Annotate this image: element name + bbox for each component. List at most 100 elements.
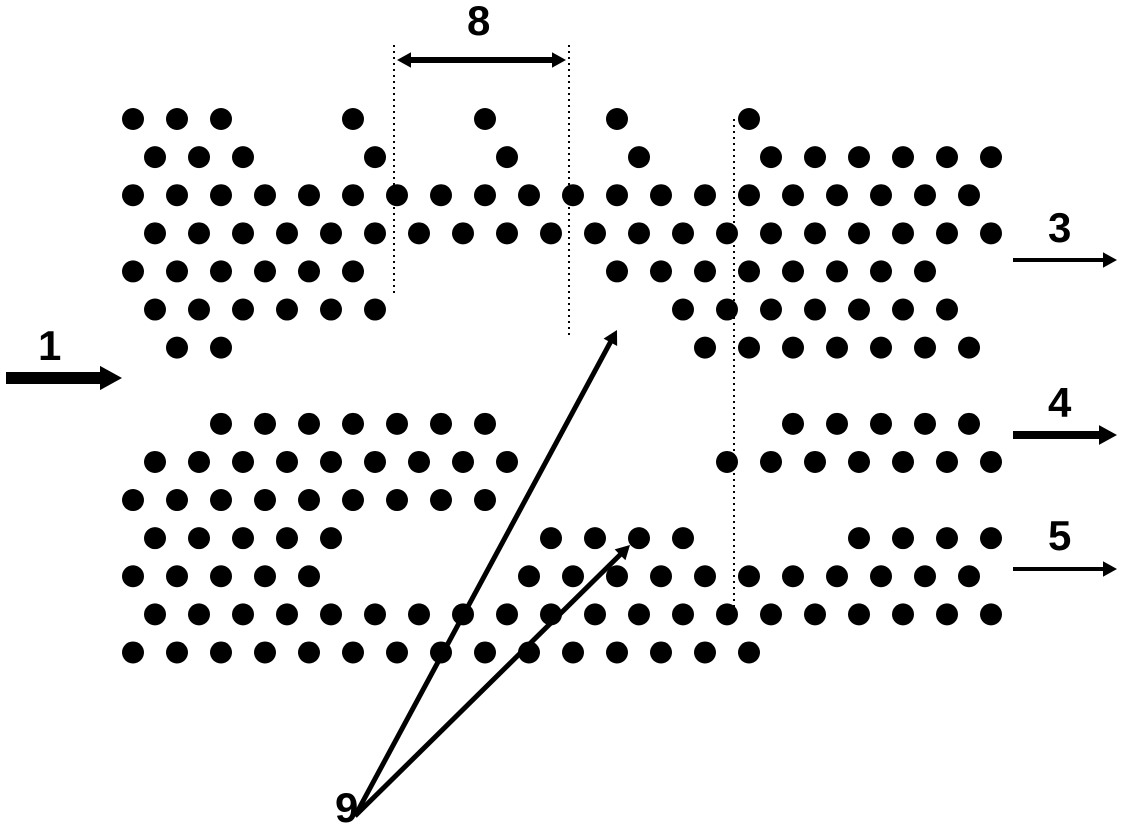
lattice-dot xyxy=(496,451,518,473)
lattice-dot xyxy=(540,527,562,549)
lattice-dot xyxy=(738,108,760,130)
lattice-dot xyxy=(408,603,430,625)
lattice-dot xyxy=(892,603,914,625)
lattice-dot xyxy=(914,260,936,282)
lattice-dot xyxy=(254,489,276,511)
lattice-dot xyxy=(144,527,166,549)
lattice-dot xyxy=(694,260,716,282)
lattice-dot xyxy=(342,413,364,435)
lattice-dot xyxy=(364,603,386,625)
lattice-dot xyxy=(782,260,804,282)
label-4: 4 xyxy=(1048,379,1072,426)
lattice-dot xyxy=(760,222,782,244)
lattice-dot xyxy=(782,413,804,435)
lattice-dot xyxy=(188,451,210,473)
lattice-dot xyxy=(474,641,496,663)
label-9: 9 xyxy=(335,784,358,831)
lattice-dot xyxy=(936,299,958,321)
lattice-dot xyxy=(760,603,782,625)
lattice-dot xyxy=(496,603,518,625)
lattice-dot xyxy=(760,146,782,168)
lattice-dot xyxy=(892,222,914,244)
lattice-dot xyxy=(826,413,848,435)
lattice-dot xyxy=(892,299,914,321)
lattice-dot xyxy=(782,337,804,359)
labels-layer: 1 3 4 5 8 9 xyxy=(38,0,1072,831)
lattice-dot xyxy=(298,565,320,587)
lattice-dot xyxy=(958,565,980,587)
lattice-dot xyxy=(672,299,694,321)
lattice-dot xyxy=(210,489,232,511)
lattice-dot xyxy=(210,260,232,282)
lattice-dot xyxy=(606,108,628,130)
lattice-dot xyxy=(694,565,716,587)
lattice-dot xyxy=(980,146,1002,168)
lattice-dot xyxy=(210,641,232,663)
lattice-dot xyxy=(386,641,408,663)
lattice-dot xyxy=(320,527,342,549)
lattice-dot xyxy=(540,222,562,244)
lattice-dot xyxy=(980,451,1002,473)
lattice-dot xyxy=(606,641,628,663)
lattice-dot xyxy=(606,184,628,206)
lattice-dot xyxy=(452,222,474,244)
lattice-dot xyxy=(782,184,804,206)
lattice-dot xyxy=(166,337,188,359)
lattice-dot xyxy=(166,260,188,282)
lattice-dot xyxy=(936,527,958,549)
lattice-dot xyxy=(188,146,210,168)
lattice-dot xyxy=(474,184,496,206)
lattice-dot xyxy=(320,451,342,473)
lattice-dot xyxy=(804,299,826,321)
lattice-dot xyxy=(936,603,958,625)
lattice-dot xyxy=(848,527,870,549)
lattice-dot xyxy=(606,260,628,282)
lattice-dot xyxy=(320,299,342,321)
lattice-dot xyxy=(870,184,892,206)
lattice-dot xyxy=(738,337,760,359)
lattice-dot xyxy=(144,451,166,473)
lattice-dot xyxy=(892,451,914,473)
lattice-dot xyxy=(364,222,386,244)
lattice-dot xyxy=(144,299,166,321)
lattice-dot xyxy=(848,222,870,244)
lattice-dot xyxy=(628,146,650,168)
lattice-dot xyxy=(760,451,782,473)
lattice-dot xyxy=(364,299,386,321)
lattice-dot xyxy=(562,184,584,206)
lattice-dot xyxy=(870,260,892,282)
lattice-dot xyxy=(628,527,650,549)
lattice-dot xyxy=(386,413,408,435)
lattice-dot xyxy=(232,603,254,625)
lattice-dot xyxy=(430,489,452,511)
lattice-dot xyxy=(826,260,848,282)
lattice-dot xyxy=(430,184,452,206)
lattice-dot xyxy=(166,184,188,206)
lattice-dot xyxy=(672,527,694,549)
lattice-dot xyxy=(298,184,320,206)
lattice-dot xyxy=(232,146,254,168)
dimension-8-arrow xyxy=(397,52,566,67)
lattice-dot xyxy=(980,222,1002,244)
lattice-dot xyxy=(474,108,496,130)
lattice-dot xyxy=(166,565,188,587)
lattice-dot xyxy=(210,337,232,359)
lattice-dot xyxy=(628,603,650,625)
lattice-dot xyxy=(298,641,320,663)
lattice-dot xyxy=(804,451,826,473)
lattice-dot xyxy=(276,451,298,473)
lattice-dot xyxy=(892,146,914,168)
lattice-dot xyxy=(144,222,166,244)
lattice-dot xyxy=(936,146,958,168)
lattice-dot xyxy=(826,565,848,587)
lattice-dot xyxy=(144,603,166,625)
lattice-dot xyxy=(276,222,298,244)
lattice-dot xyxy=(782,565,804,587)
lattice-dot xyxy=(562,565,584,587)
lattice-dot xyxy=(298,260,320,282)
label-3: 3 xyxy=(1048,204,1071,251)
lattice-dot xyxy=(518,184,540,206)
lattice-dot xyxy=(848,603,870,625)
lattice-dot xyxy=(760,299,782,321)
label-5: 5 xyxy=(1048,512,1071,559)
